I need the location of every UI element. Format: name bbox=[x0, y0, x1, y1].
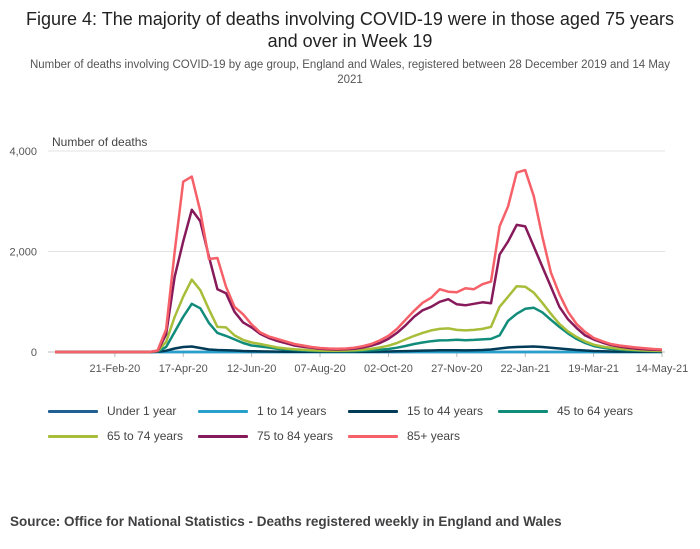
x-tick-label: 12-Jun-20 bbox=[227, 363, 277, 375]
legend-label: 1 to 14 years bbox=[257, 404, 327, 418]
chart-subtitle: Number of deaths involving COVID-19 by a… bbox=[29, 59, 671, 86]
legend-swatch bbox=[348, 434, 398, 438]
x-tick-label: 27-Nov-20 bbox=[431, 363, 482, 375]
legend-swatch bbox=[348, 409, 398, 413]
legend-item: 15 to 44 years bbox=[348, 404, 483, 418]
y-axis-label: Number of deaths bbox=[52, 135, 147, 149]
y-tick-label: 4,000 bbox=[9, 146, 37, 158]
legend-label: 15 to 44 years bbox=[407, 404, 484, 418]
x-tick-label: 21-Feb-20 bbox=[89, 363, 140, 375]
legend-swatch bbox=[48, 409, 98, 413]
source-note: Source: Office for National Statistics -… bbox=[10, 514, 562, 529]
legend-label: Under 1 year bbox=[107, 404, 177, 418]
y-axis-ticks: 0 2,000 4,000 bbox=[9, 146, 37, 359]
legend-swatch bbox=[198, 434, 248, 438]
legend-item: 85+ years bbox=[348, 429, 460, 443]
legend-item: Under 1 year bbox=[48, 404, 176, 418]
legend-label: 85+ years bbox=[407, 429, 461, 443]
legend-item: 45 to 64 years bbox=[498, 404, 633, 418]
gridlines bbox=[48, 150, 665, 353]
chart-title: Figure 4: The majority of deaths involvi… bbox=[26, 9, 674, 51]
line-chart: Number of deaths 0 2,000 4,000 21-Feb-20 17… bbox=[9, 135, 688, 375]
legend-label: 45 to 64 years bbox=[557, 404, 634, 418]
series-line-45-to-64-years bbox=[55, 302, 663, 354]
x-tick-label: 02-Oct-20 bbox=[364, 363, 413, 375]
x-tick-label: 17-Apr-20 bbox=[159, 363, 208, 375]
x-axis-ticks: 21-Feb-20 17-Apr-20 12-Jun-20 07-Aug-20 02-O… bbox=[89, 352, 688, 375]
y-tick-label: 2,000 bbox=[9, 247, 37, 259]
x-tick-label: 07-Aug-20 bbox=[294, 363, 345, 375]
legend-swatch bbox=[498, 409, 548, 413]
legend-item: 75 to 84 years bbox=[198, 429, 333, 443]
legend-label: 75 to 84 years bbox=[257, 429, 334, 443]
series-lines bbox=[55, 168, 663, 354]
legend-swatch bbox=[48, 434, 98, 438]
x-tick-label: 14-May-21 bbox=[636, 363, 689, 375]
legend-item: 65 to 74 years bbox=[48, 429, 183, 443]
x-tick-label: 19-Mar-21 bbox=[568, 363, 619, 375]
legend-label: 65 to 74 years bbox=[107, 429, 184, 443]
x-tick-label: 22-Jan-21 bbox=[500, 363, 550, 375]
series-line-85-years bbox=[55, 168, 663, 354]
legend-item: 1 to 14 years bbox=[198, 404, 326, 418]
series-line-75-to-84-years bbox=[55, 208, 663, 354]
y-tick-label: 0 bbox=[31, 347, 37, 359]
legend-swatch bbox=[198, 409, 248, 413]
